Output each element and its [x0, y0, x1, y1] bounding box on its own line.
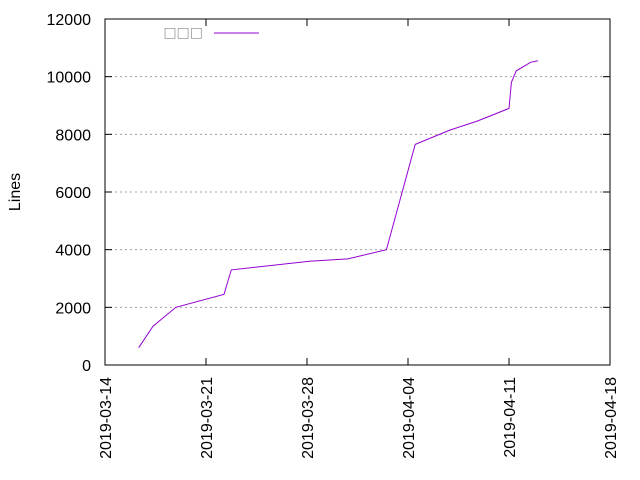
y-tick-label: 0 — [82, 358, 91, 375]
grid-lines — [105, 76, 610, 308]
y-tick-label: 2000 — [55, 300, 91, 317]
series-line — [138, 60, 539, 348]
y-axis-label: Lines — [7, 173, 24, 211]
x-tick-label: 2019-03-14 — [98, 377, 115, 459]
series-layer — [138, 60, 539, 348]
legend-label: □□□ — [163, 25, 203, 41]
x-tick-label: 2019-04-04 — [401, 377, 418, 459]
x-tick-label: 2019-03-21 — [199, 377, 216, 459]
x-tick-label: 2019-04-18 — [603, 377, 620, 459]
x-tick-label: 2019-04-11 — [502, 377, 519, 458]
x-tick-label: 2019-03-28 — [300, 377, 317, 459]
y-tick-label: 12000 — [47, 12, 92, 29]
legend: □□□ — [163, 25, 259, 41]
y-tick-label: 8000 — [55, 127, 91, 144]
y-tick-label: 10000 — [47, 70, 92, 87]
y-tick-label: 6000 — [55, 185, 91, 202]
y-tick-label: 4000 — [55, 243, 91, 260]
axis-ticks: 0 2000 4000 6000 8000 10000 12000 2019-03-14 201… — [47, 12, 621, 459]
